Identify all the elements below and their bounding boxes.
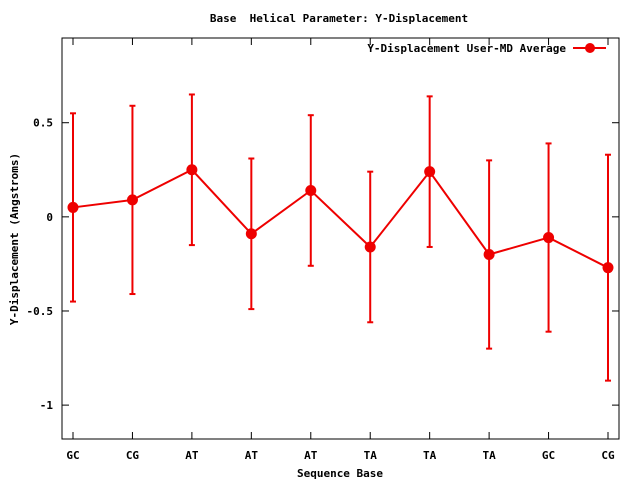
x-axis-label: Sequence Base bbox=[297, 467, 383, 480]
plot-frame bbox=[61, 37, 620, 440]
data-point bbox=[483, 249, 495, 261]
legend-label: Y-Displacement User-MD Average bbox=[367, 42, 566, 55]
data-point bbox=[602, 262, 614, 274]
y-tick-label: -1 bbox=[40, 399, 54, 412]
chart-title: Base Helical Parameter: Y-Displacement bbox=[210, 12, 468, 25]
legend: Y-Displacement User-MD Average bbox=[367, 42, 606, 55]
x-tick-label: TA bbox=[482, 449, 496, 462]
x-tick-label: TA bbox=[423, 449, 437, 462]
data-point bbox=[186, 164, 198, 176]
data-point bbox=[67, 201, 79, 213]
data-point bbox=[245, 228, 257, 240]
y-tick-label: -0.5 bbox=[27, 305, 54, 318]
x-tick-label: GC bbox=[66, 449, 79, 462]
data-point bbox=[305, 184, 317, 196]
y-tick-label: 0 bbox=[46, 211, 53, 224]
x-tick-label: AT bbox=[185, 449, 199, 462]
data-point bbox=[126, 194, 138, 206]
data-point bbox=[424, 166, 436, 178]
legend-marker bbox=[585, 43, 595, 53]
x-tick-label: AT bbox=[304, 449, 318, 462]
y-tick-label: 0.5 bbox=[33, 117, 53, 130]
y-axis-label: Y-Displacement (Angstroms) bbox=[8, 153, 21, 325]
x-tick-label: GC bbox=[542, 449, 555, 462]
x-tick-label: CG bbox=[126, 449, 140, 462]
x-tick-label: CG bbox=[601, 449, 615, 462]
x-tick-label: AT bbox=[245, 449, 259, 462]
x-tick-label: TA bbox=[364, 449, 378, 462]
series-line bbox=[72, 168, 609, 269]
data-point bbox=[364, 241, 376, 253]
data-point bbox=[543, 232, 555, 244]
